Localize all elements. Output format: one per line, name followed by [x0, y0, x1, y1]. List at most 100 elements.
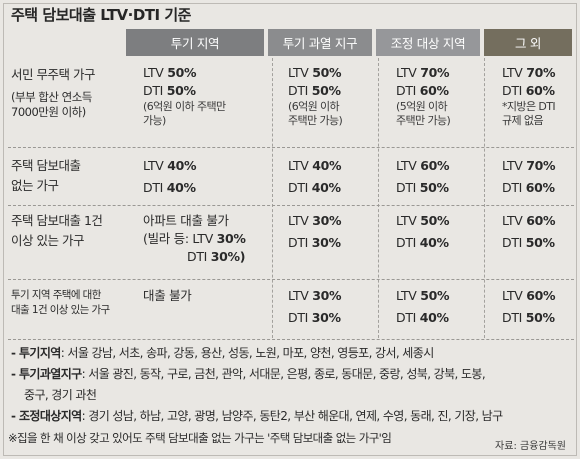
cell-value: 50% [420, 213, 450, 228]
cell-value: 40% [312, 158, 342, 173]
cell-r4-c2: LTV 30% DTI 30% [288, 287, 342, 327]
cell-label: DTI [288, 310, 312, 325]
row-divider [8, 339, 574, 340]
cell-label: DTI [502, 180, 526, 195]
cell-value: 40% [167, 158, 197, 173]
cell-label: DTI [187, 249, 211, 264]
row-label-one-plus-mortgage: 주택 담보대출 1건 이상 있는 가구 [11, 213, 103, 249]
cell-value: 30% [216, 231, 246, 246]
footnote-adjustment-areas: - 조정대상지역: 경기 성남, 하남, 고양, 광명, 남양주, 동탄2, 부… [11, 407, 503, 426]
header-speculation-zone: 투기 지역 [126, 29, 264, 56]
header-adjustment-area: 조정 대상 지역 [376, 29, 480, 56]
cell-value: 50% [167, 65, 197, 80]
cell-label: DTI [288, 83, 312, 98]
cell-label: LTV [288, 288, 313, 303]
cell-note: 규제 없음 [502, 114, 544, 127]
cell-value: 50% [420, 288, 450, 303]
cell-value: 30% [311, 235, 341, 250]
cell-note: 가능) [143, 114, 166, 127]
cell-value: 60% [525, 180, 555, 195]
footnote-text: : 서울 강남, 서초, 송파, 강동, 용산, 성동, 노원, 마포, 양천,… [60, 346, 435, 360]
row-label-line: 투기 지역 주택에 대한 [11, 289, 101, 301]
cell-note: 주택만 가능) [288, 114, 343, 127]
cell-label: LTV [502, 158, 527, 173]
cell-label: DTI [396, 180, 420, 195]
cell-label: LTV [502, 65, 527, 80]
row-label-speculation-zone-mortgage: 투기 지역 주택에 대한 대출 1건 이상 있는 가구 [11, 288, 110, 318]
cell-value: 60% [526, 288, 556, 303]
row-label-line: 주택 담보대출 1건 [11, 213, 103, 228]
cell-r4-c1: 대출 불가 [143, 287, 192, 305]
cell-label: DTI [396, 83, 420, 98]
cell-label: DTI [288, 235, 312, 250]
footnote-overheated-districts-cont: 중구, 경기 과천 [24, 386, 97, 405]
cell-value: 40% [419, 235, 449, 250]
cell-value: 70% [526, 158, 556, 173]
column-divider [484, 58, 485, 338]
cell-label: DTI [502, 310, 526, 325]
row-label-line: 서민 무주택 가구 [11, 67, 95, 82]
cell-value: 40% [419, 310, 449, 325]
cell-r2-c4: LTV 70% DTI 60% [502, 157, 556, 197]
cell-label: LTV [288, 213, 313, 228]
column-divider [272, 58, 273, 338]
cell-note: 주택만 가능) [396, 114, 451, 127]
footnote-text: 중구, 경기 과천 [24, 388, 97, 402]
cell-label: LTV [502, 288, 527, 303]
row-divider [8, 147, 574, 148]
cell-value: 50% [525, 235, 555, 250]
cell-label: DTI [143, 83, 167, 98]
cell-label: 대출 불가 [143, 288, 192, 303]
row-label-line: 대출 1건 이상 있는 가구 [11, 304, 110, 316]
cell-label: LTV [396, 213, 421, 228]
footnote-text: : 서울 광진, 동작, 구로, 금천, 관악, 서대문, 은평, 종로, 동대… [81, 367, 486, 381]
cell-label: LTV [396, 158, 421, 173]
cell-value: 70% [420, 65, 450, 80]
footnote-remark: ※집을 한 채 이상 갖고 있어도 주택 담보대출 없는 가구는 '주택 담보대… [8, 429, 392, 448]
row-label-line: 없는 가구 [11, 178, 59, 193]
cell-label: DTI [396, 310, 420, 325]
cell-label: LTV [396, 288, 421, 303]
cell-label: DTI [288, 180, 312, 195]
footnote-text: ※집을 한 채 이상 갖고 있어도 주택 담보대출 없는 가구는 '주택 담보대… [8, 431, 392, 445]
cell-value: 70% [526, 65, 556, 80]
cell-note: (6억원 이하 주택만 [143, 100, 226, 113]
cell-label: DTI [396, 235, 420, 250]
column-divider [378, 58, 379, 338]
cell-label: DTI [502, 235, 526, 250]
row-divider [8, 205, 574, 206]
cell-r1-c4: LTV 70% DTI 60% *지방은 DTI 규제 없음 [502, 64, 556, 128]
cell-note: (5억원 이하 [396, 100, 448, 113]
row-label-line: 7000만원 이하) [11, 105, 86, 119]
cell-value: 50% [419, 180, 449, 195]
header-other: 그 외 [484, 29, 572, 56]
header-overheated-district: 투기 과열 지구 [268, 29, 372, 56]
footnote-overheated-districts: - 투기과열지구: 서울 광진, 동작, 구로, 금천, 관악, 서대문, 은평… [11, 365, 486, 384]
cell-r3-c2: LTV 30% DTI 30% [288, 212, 342, 252]
document-frame [3, 3, 577, 456]
cell-value: 30% [312, 288, 342, 303]
cell-r3-c3: LTV 50% DTI 40% [396, 212, 450, 252]
footnote-key: - 투기지역 [11, 346, 61, 360]
cell-label: LTV [396, 65, 421, 80]
cell-r2-c1: LTV 40% DTI 40% [143, 157, 197, 197]
cell-value: 30% [312, 213, 342, 228]
cell-note: (6억원 이하 [288, 100, 340, 113]
cell-value: 30%) [210, 249, 246, 264]
cell-label: (빌라 등: LTV [143, 231, 217, 246]
cell-value: 60% [420, 158, 450, 173]
cell-label: DTI [502, 83, 526, 98]
row-label-line: (부부 합산 연소득 [11, 90, 92, 104]
row-label-line: 주택 담보대출 [11, 158, 81, 173]
cell-r4-c3: LTV 50% DTI 40% [396, 287, 450, 327]
cell-label: LTV [288, 65, 313, 80]
cell-label: LTV [288, 158, 313, 173]
footnote-key: - 조정대상지역 [11, 409, 82, 423]
page-title: 주택 담보대출 LTV·DTI 기준 [11, 6, 191, 24]
footnote-text: : 경기 성남, 하남, 고양, 광명, 남양주, 동탄2, 부산 해운대, 연… [81, 409, 504, 423]
cell-label: LTV [502, 213, 527, 228]
cell-value: 30% [311, 310, 341, 325]
cell-value: 50% [311, 83, 341, 98]
cell-label: LTV [143, 158, 168, 173]
cell-value: 50% [312, 65, 342, 80]
